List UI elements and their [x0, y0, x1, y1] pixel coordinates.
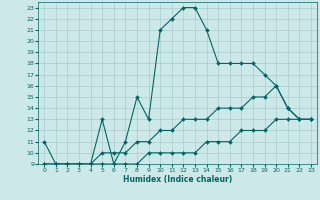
X-axis label: Humidex (Indice chaleur): Humidex (Indice chaleur) — [123, 175, 232, 184]
